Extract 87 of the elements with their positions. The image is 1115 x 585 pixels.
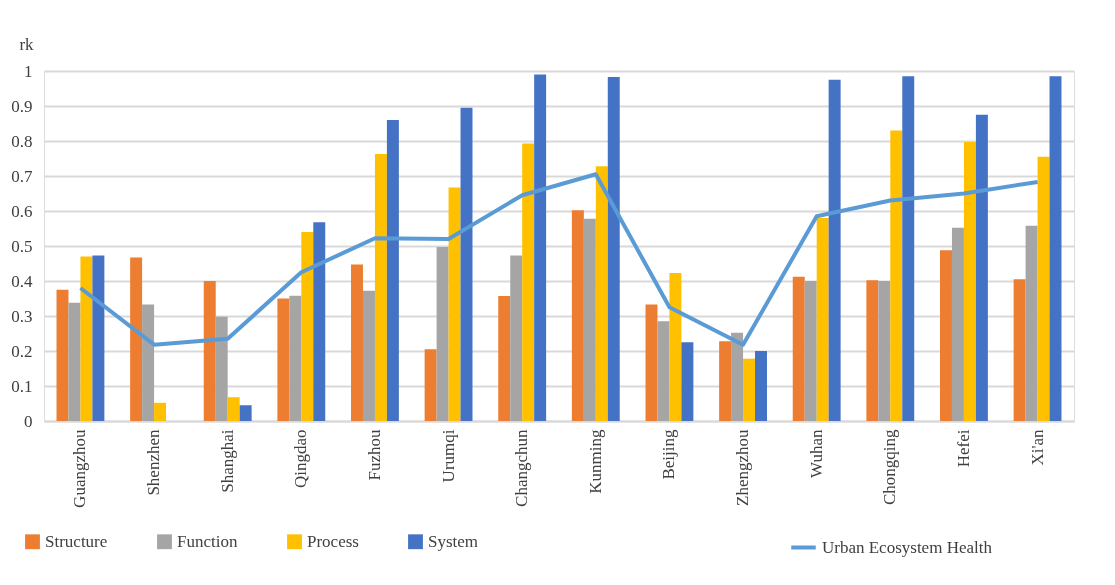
- bar: [1049, 76, 1062, 421]
- legend-label: Process: [307, 531, 359, 551]
- bar: [595, 166, 608, 421]
- bar: [534, 74, 547, 421]
- line-series: [78, 172, 1040, 347]
- y-tick-label: 0.9: [11, 96, 33, 116]
- bar: [828, 79, 841, 421]
- bar: [951, 227, 964, 421]
- y-tick-label: 0: [24, 411, 33, 431]
- x-tick-label: Shenzhen: [144, 429, 164, 496]
- bar: [68, 302, 81, 421]
- bar: [289, 295, 302, 421]
- x-tick-label: Xi'an: [1027, 429, 1047, 466]
- bar: [645, 304, 658, 421]
- bar: [890, 130, 903, 421]
- legend-label: Structure: [45, 531, 108, 551]
- bar: [816, 218, 829, 421]
- y-tick-label: 0.7: [11, 166, 33, 186]
- y-tick-label: 1: [24, 61, 33, 81]
- bar: [498, 296, 511, 421]
- bar: [92, 255, 105, 421]
- bar: [374, 153, 387, 421]
- bar: [1013, 279, 1026, 421]
- y-tick-label: 0.3: [11, 306, 33, 326]
- bar: [142, 304, 155, 421]
- y-axis-title: rk: [19, 34, 35, 54]
- bar: [203, 281, 216, 421]
- bar: [436, 247, 449, 421]
- x-tick-label: Urumqi: [438, 429, 458, 483]
- y-tick-label: 0.4: [11, 271, 33, 291]
- bar: [313, 222, 326, 421]
- bar: [681, 342, 694, 421]
- bar: [902, 76, 915, 421]
- bar: [362, 290, 375, 421]
- bar: [239, 405, 252, 421]
- bar: [301, 232, 314, 421]
- bar: [510, 255, 523, 421]
- bar: [522, 143, 535, 421]
- legend-label: Urban Ecosystem Health: [822, 537, 993, 557]
- legend-label: System: [428, 531, 479, 551]
- bar: [227, 397, 240, 421]
- x-tick-label: Beijing: [659, 429, 679, 480]
- bar: [657, 321, 670, 421]
- legend-label: Function: [177, 531, 238, 551]
- bar: [56, 289, 69, 421]
- bar: [424, 349, 437, 421]
- bar: [743, 358, 756, 421]
- bar: [215, 316, 228, 421]
- x-tick-label: Chongqing: [880, 429, 900, 506]
- bar: [1037, 156, 1050, 421]
- bar: [940, 250, 952, 421]
- bar: [755, 351, 767, 421]
- x-tick-label: Fuzhou: [364, 429, 384, 481]
- bar: [154, 402, 167, 421]
- x-tick-label: Qingdao: [291, 429, 311, 489]
- bar: [792, 276, 805, 421]
- bar: [866, 280, 879, 421]
- x-tick-label: Wuhan: [806, 429, 826, 478]
- x-tick-label: Kunming: [585, 429, 605, 494]
- bar: [80, 256, 93, 421]
- x-tick-label: Shanghai: [217, 429, 237, 493]
- bar: [719, 341, 732, 421]
- y-tick-label: 0.6: [11, 201, 33, 221]
- bar: [963, 142, 976, 421]
- y-tick-label: 0.1: [11, 376, 33, 396]
- bar: [277, 298, 290, 421]
- bar: [571, 210, 584, 421]
- x-tick-label: Guangzhou: [70, 429, 90, 508]
- bar: [804, 281, 817, 421]
- bar: [607, 76, 620, 421]
- bar: [351, 264, 363, 421]
- bar: [130, 257, 143, 421]
- bar: [878, 281, 891, 421]
- bar: [731, 332, 744, 421]
- bar: [448, 187, 461, 421]
- bar: [460, 107, 473, 421]
- bar: [386, 120, 399, 421]
- x-tick-label: Hefei: [953, 429, 973, 468]
- bar: [583, 218, 596, 421]
- x-tick-label: Zhengzhou: [733, 429, 753, 506]
- y-tick-label: 0.2: [11, 341, 33, 361]
- y-tick-label: 0.5: [11, 236, 33, 256]
- x-tick-label: Changchun: [512, 429, 532, 507]
- bar: [975, 114, 988, 421]
- bar: [669, 272, 682, 421]
- bar: [1025, 225, 1038, 421]
- y-tick-label: 0.8: [11, 131, 33, 151]
